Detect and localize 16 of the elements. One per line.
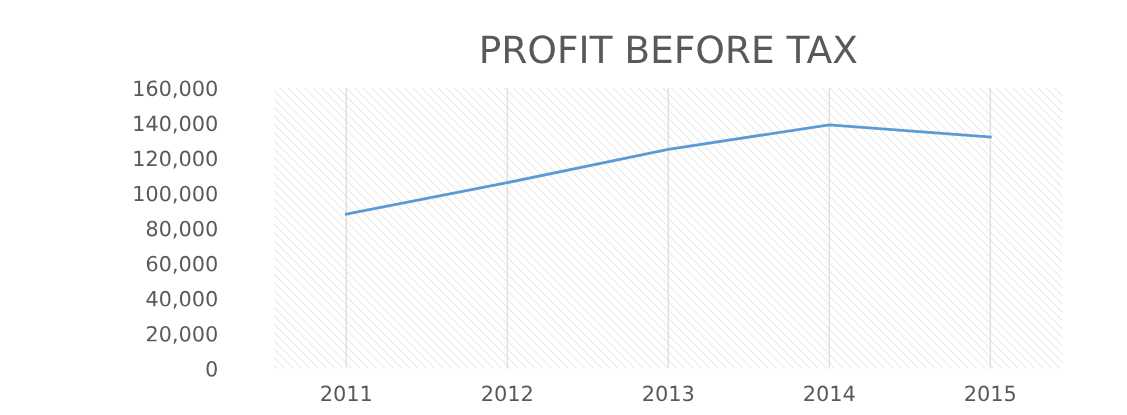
x-tick-label: 2012 bbox=[482, 385, 532, 402]
y-tick-label: 60,000 bbox=[146, 255, 217, 274]
y-tick-label: 0 bbox=[206, 360, 217, 377]
x-tick-label: 2014 bbox=[804, 385, 855, 402]
line-series bbox=[344, 123, 992, 216]
chart-title: PROFIT BEFORE TAX bbox=[482, 35, 857, 64]
y-tick-label: 100,000 bbox=[134, 185, 217, 204]
y-tick-label: 160,000 bbox=[134, 80, 217, 99]
x-tick-label: 2013 bbox=[643, 385, 694, 402]
y-tick-label: 20,000 bbox=[146, 325, 217, 344]
x-tick-label: 2015 bbox=[965, 385, 1015, 402]
y-tick-label: 120,000 bbox=[134, 150, 217, 169]
y-tick-label: 140,000 bbox=[134, 115, 217, 134]
x-tick-label: 2011 bbox=[321, 385, 371, 402]
y-tick-label: 80,000 bbox=[146, 220, 217, 239]
y-tick-label: 40,000 bbox=[146, 290, 217, 309]
